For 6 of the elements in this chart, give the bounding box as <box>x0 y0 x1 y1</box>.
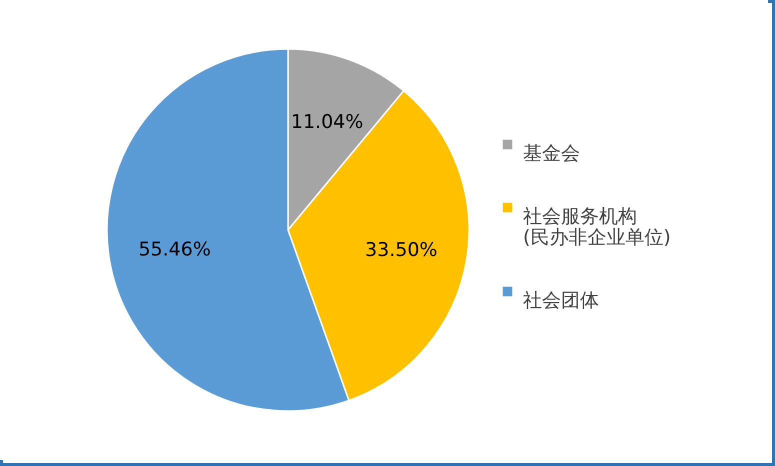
legend-label: 社会团体 <box>523 290 599 312</box>
legend-label: 社会服务机构 (民办非企业单位) <box>523 206 671 248</box>
legend-label: 基金会 <box>523 142 580 164</box>
data-label: 55.46% <box>138 238 211 261</box>
data-label: 11.04% <box>290 110 364 133</box>
data-label: 33.50% <box>365 239 438 262</box>
